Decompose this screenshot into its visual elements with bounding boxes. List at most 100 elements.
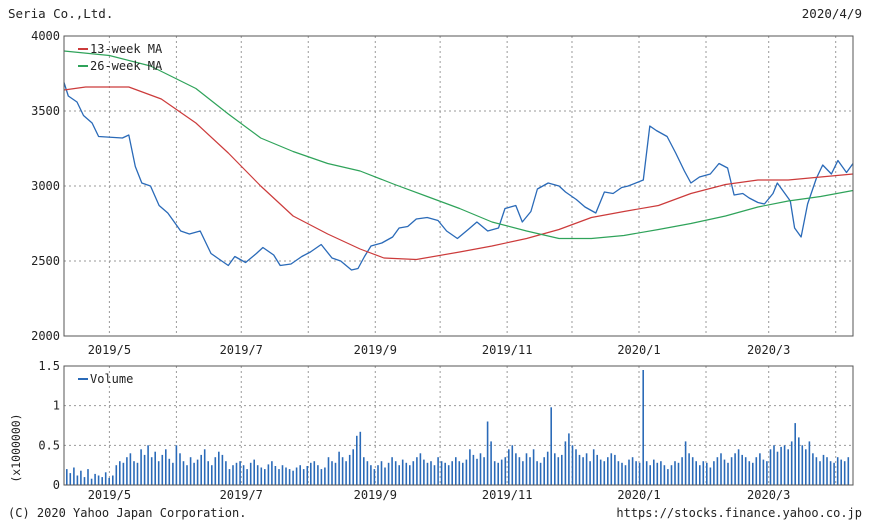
volume-bar [631, 457, 634, 485]
volume-bar [493, 461, 496, 485]
volume-bar [356, 435, 358, 485]
volume-bar [819, 461, 821, 485]
volume-bar [366, 461, 369, 485]
volume-bar [525, 453, 528, 485]
volume-bar [635, 461, 637, 485]
volume-bar [554, 453, 556, 485]
volume-bar [288, 469, 291, 485]
volume-bar [154, 451, 156, 485]
volume-bar [798, 437, 800, 485]
volume-bar [787, 449, 789, 485]
volume-bar [94, 473, 96, 485]
volume-bar [69, 473, 72, 485]
volume-bar [401, 459, 404, 485]
volume-bar [571, 445, 574, 485]
volume-bar [564, 441, 567, 485]
volume-bar [730, 457, 733, 485]
volume-bar [539, 462, 542, 485]
volume-bar [260, 467, 263, 485]
volume-bar [670, 465, 673, 485]
volume-bar [373, 469, 376, 485]
volume-bar [568, 433, 570, 485]
price-y-tick-label: 2000 [31, 329, 60, 343]
volume-bar [794, 423, 796, 485]
volume-bar [748, 461, 751, 485]
volume-bar [624, 465, 627, 485]
volume-bar [136, 462, 139, 485]
volume-bar [320, 469, 323, 485]
volume-bar [515, 453, 517, 485]
volume-bar [603, 461, 606, 485]
volume-bar [479, 453, 482, 485]
volume-bar [801, 445, 804, 485]
price-series-line [63, 82, 854, 271]
price-x-tick-label: 2019/5 [88, 343, 131, 357]
volume-bar [667, 469, 669, 485]
volume-bar [585, 453, 588, 485]
volume-bar [677, 462, 680, 485]
volume-bar [140, 449, 142, 485]
volume-bar [302, 469, 305, 485]
volume-bar [359, 431, 362, 485]
volume-bar [256, 465, 259, 485]
volume-bar [278, 469, 280, 485]
volume-bar [87, 469, 89, 485]
volume-x-tick-label: 2019/5 [88, 488, 131, 502]
volume-x-tick-label: 2020/3 [747, 488, 790, 502]
volume-unit-label: (x1000000) [9, 413, 23, 482]
volume-bar [642, 370, 644, 485]
volume-bar [455, 457, 457, 485]
volume-bar [780, 446, 782, 485]
volume-bar [218, 451, 220, 485]
volume-y-tick-label: 0 [53, 478, 60, 492]
volume-bar [511, 445, 514, 485]
volume-y-tick-label: 1 [53, 399, 60, 413]
volume-bar [684, 441, 687, 485]
volume-bar [592, 449, 595, 485]
volume-bar [203, 449, 206, 485]
volume-bar [674, 461, 676, 485]
volume-bar [645, 461, 648, 485]
volume-bar [384, 467, 386, 485]
volume-bar [843, 461, 846, 485]
volume-bar [628, 459, 630, 485]
volume-bar [578, 454, 581, 485]
volume-bar [447, 465, 450, 485]
volume-bar [207, 461, 209, 485]
volume-bar [196, 459, 199, 485]
volume-bar [313, 461, 316, 485]
volume-bar [582, 457, 584, 485]
volume-bar [345, 461, 347, 485]
volume-bar [762, 459, 765, 485]
volume-bar [271, 461, 273, 485]
volume-bar [543, 457, 545, 485]
volume-bar [147, 445, 149, 485]
volume-bar [532, 449, 535, 485]
volume-bar [783, 445, 786, 485]
volume-bar [653, 459, 655, 485]
volume-bar [557, 457, 560, 485]
price-y-tick-label: 3500 [31, 104, 60, 118]
volume-bar [472, 454, 475, 485]
volume-bar [536, 461, 538, 485]
volume-bar [773, 445, 775, 485]
volume-bar [695, 461, 697, 485]
source-url-link[interactable]: https://stocks.finance.yahoo.co.jp [616, 506, 862, 520]
volume-bar [500, 459, 503, 485]
volume-bar [299, 465, 301, 485]
volume-bar [267, 464, 270, 485]
volume-bar [706, 462, 708, 485]
volume-bar [363, 457, 365, 485]
volume-bar [522, 461, 524, 485]
volume-bar [310, 462, 312, 485]
volume-bar [808, 441, 811, 485]
volume-bar [97, 475, 100, 485]
volume-bar [599, 459, 602, 485]
ma13-series-line [63, 86, 854, 261]
volume-bar [409, 465, 411, 485]
volume-bar [691, 457, 694, 485]
volume-bar [546, 451, 549, 485]
volume-bar [741, 454, 743, 485]
volume-bar [469, 449, 471, 485]
